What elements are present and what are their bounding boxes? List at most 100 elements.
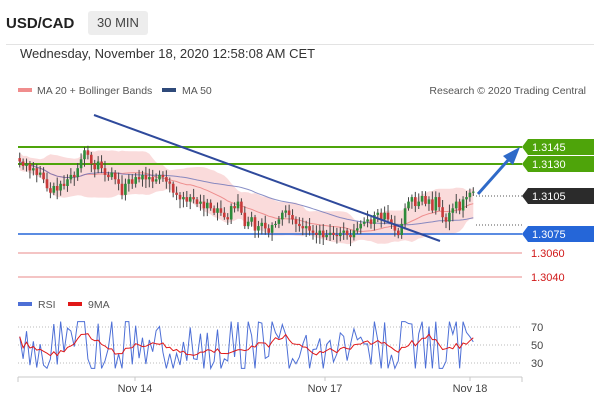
candle-body [369, 219, 373, 224]
chart-header: USD/CAD 30 MIN [0, 0, 600, 44]
rsi-tick-label: 50 [531, 340, 543, 352]
candle-body [431, 199, 434, 211]
candle-body [243, 212, 247, 227]
candle-body [178, 194, 182, 200]
resistance-tag-label: 1.3130 [532, 159, 566, 171]
rsi-tick-label: 30 [531, 358, 543, 370]
time-axis-tick-label: Nov 17 [308, 383, 343, 395]
current-price-tag-bg [522, 188, 594, 204]
candle-body [454, 201, 458, 209]
candle-body [103, 168, 107, 175]
candle-body [274, 223, 277, 225]
candle-body [250, 217, 253, 222]
candle-body [434, 197, 438, 211]
candle-body [76, 168, 79, 178]
candle-body [335, 235, 339, 237]
candle-body [93, 163, 96, 170]
candle-body [209, 202, 212, 209]
candle-body [52, 186, 56, 193]
candle-body [86, 150, 90, 155]
candle-body [291, 215, 294, 220]
minor-support-label: 1.3060 [531, 248, 565, 260]
candle-body [257, 226, 260, 231]
candle-body [32, 168, 35, 171]
candle-body [294, 219, 298, 224]
candle-body [458, 201, 461, 211]
timeframe-badge[interactable]: 30 MIN [88, 11, 148, 35]
downtrend-line [93, 114, 441, 242]
candle-body [366, 219, 369, 222]
candle-body [165, 177, 168, 182]
rsi-tick-label: 70 [531, 322, 543, 334]
research-credit: Research © 2020 Trading Central [429, 85, 586, 97]
candle-body [148, 177, 151, 180]
instrument-title: USD/CAD [6, 15, 75, 32]
candle-body [223, 212, 226, 218]
candle-body [62, 183, 66, 186]
candle-body [141, 174, 144, 180]
candle-body [96, 161, 100, 170]
minor-support-label: 1.3040 [531, 272, 565, 284]
candle-body [441, 207, 444, 218]
candle-body [246, 221, 250, 227]
candle-body [216, 208, 219, 213]
rsi-ma-legend-label: 9MA [88, 299, 110, 311]
candle-body [472, 191, 475, 193]
candle-body [356, 228, 359, 231]
candle-body [298, 223, 301, 227]
candle-body [49, 188, 52, 193]
candle-body [376, 212, 380, 215]
candle-body [284, 210, 287, 213]
candle-body [397, 230, 400, 236]
candle-body [219, 208, 223, 213]
rsi-line [19, 321, 474, 371]
candle-body [55, 186, 59, 191]
candle-body [468, 192, 472, 198]
candle-body [315, 232, 318, 235]
candle-body [175, 192, 178, 195]
candle-body [308, 226, 311, 231]
candle-body [359, 223, 362, 229]
candle-body [461, 199, 465, 211]
candle-body [229, 206, 233, 220]
price-tags-layer: 1.3145 1.3130 1.3105 1.3075 1.3060 1.3040 [522, 139, 594, 284]
candle-body [339, 232, 342, 237]
candle-body [154, 179, 158, 182]
chart-datetime: Wednesday, November 18, 2020 12:58:08 AM… [20, 46, 316, 61]
candle-body [134, 177, 137, 184]
candle-body [185, 197, 189, 202]
candle-body [45, 179, 49, 189]
candle-body [171, 183, 175, 193]
candle-body [373, 215, 376, 224]
candle-body [407, 201, 410, 209]
rsi-ma-line [19, 333, 474, 357]
candle-body [38, 172, 42, 175]
candle-body [342, 230, 345, 233]
candle-body [437, 197, 441, 208]
candle-body [379, 212, 383, 220]
candle-body [424, 196, 427, 204]
candle-body [151, 177, 154, 182]
ma50-legend-label: MA 50 [182, 85, 212, 97]
candle-body [168, 181, 172, 184]
candle-body [253, 217, 257, 231]
candle-body [100, 161, 103, 169]
forecast-arrow-head [503, 147, 520, 165]
candle-body [90, 154, 93, 164]
candle-body [264, 222, 267, 229]
candle-body [318, 230, 322, 236]
candle-body [332, 232, 335, 235]
candle-body [386, 212, 390, 220]
resistance-tag-bg [522, 156, 594, 172]
candle-body [301, 226, 305, 229]
candle-body [236, 201, 240, 209]
candle-body [137, 177, 141, 180]
candle-body [25, 163, 28, 166]
candles-layer [18, 145, 475, 247]
candle-body [144, 174, 148, 180]
candle-body [110, 172, 114, 178]
candle-body [417, 201, 420, 207]
candle-body [117, 179, 120, 184]
candle-body [345, 230, 349, 236]
